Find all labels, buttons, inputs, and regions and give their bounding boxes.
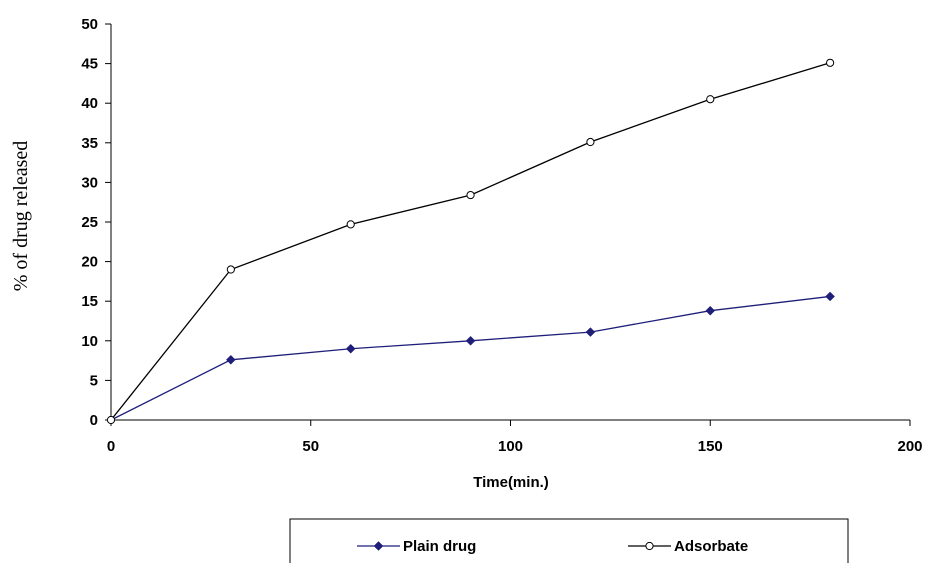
y-tick-label: 35 [81, 135, 98, 152]
data-point-plain-drug [585, 327, 596, 337]
data-point-adsorbate [226, 265, 235, 274]
data-point-adsorbate [826, 58, 835, 67]
data-point-plain-drug [345, 343, 356, 354]
data-point-adsorbate [106, 415, 116, 425]
y-tick-label: 25 [81, 214, 98, 231]
x-tick-label: 150 [698, 438, 723, 455]
data-point-adsorbate [706, 95, 715, 104]
legend-label: Plain drug [403, 538, 476, 555]
data-point-plain-drug [225, 354, 236, 365]
data-point-plain-drug [705, 305, 716, 316]
legend-marker [645, 541, 654, 551]
data-point-adsorbate [466, 190, 475, 200]
x-axis: 0 50 100 150 200 [107, 419, 923, 455]
legend-border [289, 518, 849, 563]
legend-label: Adsorbate [674, 538, 748, 555]
y-tick-label: 40 [81, 95, 98, 112]
y-tick-label: 0 [90, 412, 98, 429]
y-tick-label: 50 [81, 16, 98, 33]
legend-item-plain-drug: Plain drug [357, 538, 476, 555]
data-point-plain-drug [465, 335, 476, 346]
data-point-plain-drug [825, 291, 835, 302]
y-tick-label: 20 [81, 254, 98, 271]
series-group [106, 58, 835, 425]
series-plain-drug [106, 291, 835, 425]
legend-marker [373, 541, 384, 551]
y-axis-title: % of drug released [10, 141, 32, 292]
y-tick-label: 15 [81, 293, 98, 310]
y-tick-label: 10 [81, 333, 98, 350]
data-point-adsorbate [346, 220, 355, 229]
series-adsorbate [106, 58, 835, 425]
x-tick-label: 0 [107, 438, 115, 455]
legend: Plain drug Adsorbate [289, 518, 849, 563]
y-tick-label: 45 [81, 56, 98, 73]
x-tick-label: 100 [498, 438, 523, 455]
y-tick-label: 30 [81, 174, 98, 191]
x-tick-label: 50 [302, 438, 319, 455]
x-axis-title: Time(min.) [473, 474, 549, 491]
series-line-plain-drug [110, 295, 831, 421]
x-tick-label: 200 [897, 438, 922, 455]
data-point-adsorbate [586, 137, 595, 147]
legend-item-adsorbate: Adsorbate [628, 538, 748, 555]
y-tick-label: 5 [90, 372, 98, 389]
y-axis: 0 5 10 15 20 25 30 35 40 45 50 [81, 16, 112, 429]
